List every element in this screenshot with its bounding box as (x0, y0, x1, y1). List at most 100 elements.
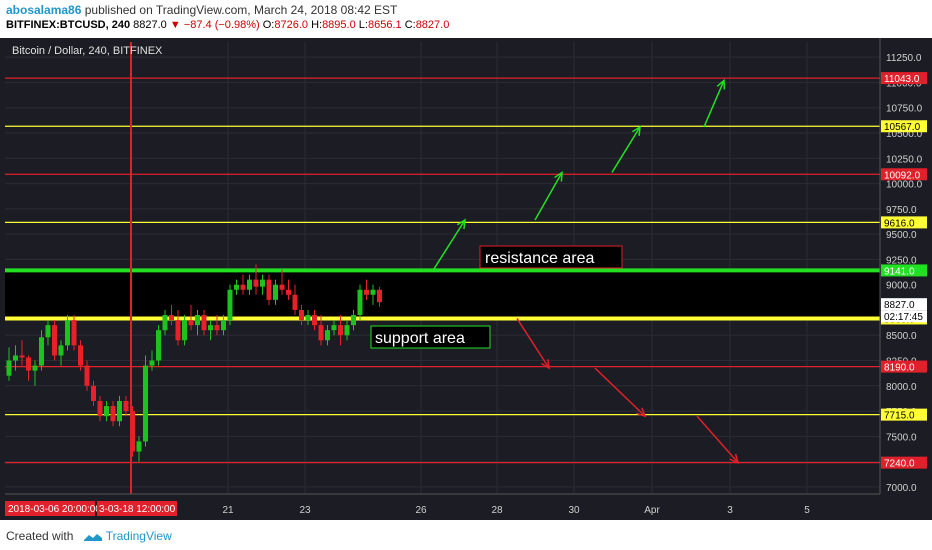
x-tick-label: 26 (415, 505, 427, 516)
low-value: 8656.1 (367, 19, 402, 31)
arrow-up-shaft (611, 126, 641, 173)
candle-body (292, 294, 298, 310)
level-tag-label: 7715.0 (884, 411, 915, 422)
y-tick-label: 10000.0 (886, 180, 923, 191)
arrow-up-shaft (432, 219, 466, 271)
y-tick-label: 11250.0 (886, 53, 922, 64)
candle-body (247, 279, 252, 290)
candle-body (253, 279, 259, 287)
candle-body (377, 289, 382, 303)
candle-body (39, 337, 44, 366)
open-label: O: (262, 19, 275, 31)
level-tag-bg (881, 456, 927, 469)
y-tick-label: 10500.0 (886, 129, 923, 140)
arrow-up-head (554, 170, 563, 182)
candle-body (312, 315, 317, 326)
y-tick-label: 10250.0 (886, 154, 923, 165)
chart-title: Bitcoin / Dollar, 240, BITFINEX (12, 45, 163, 57)
last-price-tag-bg (881, 298, 927, 311)
candle-body (45, 325, 51, 338)
chart-frame[interactable]: Bitcoin / Dollar, 240, BITFINEX resistan… (0, 38, 932, 520)
level-tag-bg (881, 216, 927, 229)
level-tag-label: 9141.0 (884, 266, 915, 277)
candle-body (357, 289, 363, 316)
candle-body (13, 355, 18, 361)
x-tick-label: 3 (727, 505, 733, 516)
created-with-label: Created with (6, 529, 74, 543)
tradingview-link[interactable]: TradingView (105, 529, 172, 543)
level-tag-bg (881, 408, 927, 421)
candle-body (162, 315, 168, 331)
candle-body (136, 441, 142, 452)
candle-body (364, 289, 369, 295)
arrow-down-head (636, 407, 647, 418)
candle-body (58, 345, 64, 356)
candle-body (143, 365, 148, 442)
resistance-label: resistance area (485, 250, 594, 267)
candle-body (71, 320, 77, 346)
level-tag-label: 10092.0 (884, 170, 921, 181)
countdown-tag: 02:17:45 (884, 312, 923, 323)
candle-body (175, 320, 181, 341)
candle-body (117, 400, 122, 422)
support-box (370, 325, 491, 349)
candle-body (84, 365, 90, 386)
candle-body (305, 315, 311, 321)
y-tick-label: 7500.0 (886, 432, 917, 443)
candle-body (208, 325, 213, 331)
low-label: L: (358, 19, 368, 31)
arrow-down-shaft (594, 367, 646, 417)
plot-area (5, 42, 879, 494)
price-chart[interactable]: Bitcoin / Dollar, 240, BITFINEX resistan… (0, 38, 932, 520)
countdown-tag-bg (881, 310, 927, 323)
candle-body (123, 400, 129, 412)
candle-body (338, 325, 343, 336)
y-tick-label: 10750.0 (886, 104, 923, 115)
candle-body (240, 284, 246, 290)
arrow-up-shaft (534, 172, 563, 221)
candle-body (234, 284, 239, 290)
open-value: 8726.0 (274, 19, 308, 31)
published-text: published on TradingView.com, March 24, … (81, 3, 398, 17)
high-label: H: (311, 19, 323, 31)
candle-body (286, 289, 291, 295)
last-price-tag: 8827.0 (884, 300, 915, 311)
candle-body (91, 385, 96, 401)
close-label: C: (404, 19, 416, 31)
candle-body (156, 330, 161, 361)
price-axis-labels: 7000.07250.07500.07750.08000.08250.08500… (881, 53, 927, 494)
price-axis[interactable] (880, 38, 932, 520)
tradingview-logo-icon (83, 533, 102, 541)
arrow-up-head (716, 78, 726, 90)
level-tag-label: 11043.0 (884, 74, 920, 85)
last-price: 8827.0 (133, 19, 167, 31)
high-value: 8895.0 (322, 19, 356, 31)
level-tag-bg (881, 168, 927, 181)
candle-body (260, 279, 265, 287)
author-link[interactable]: abosalama86 (6, 3, 82, 17)
footer: Created with TradingView (0, 520, 932, 550)
y-tick-label: 9750.0 (886, 205, 917, 216)
candle-body (370, 289, 376, 295)
down-triangle-icon: ▼ (169, 19, 181, 31)
level-tag-bg (881, 360, 927, 373)
candle-body (195, 315, 200, 326)
candle-body (299, 309, 304, 321)
candle-body (130, 411, 135, 452)
time-label-left: 2018-03-06 20:00:00 (8, 504, 101, 515)
x-tick-label: Apr (644, 505, 660, 516)
candle-body (78, 345, 83, 366)
arrow-down-head (540, 359, 550, 370)
level-tag-bg (881, 120, 927, 133)
candle-body (110, 406, 116, 422)
time-axis-labels: 21 23 26 28 30 Apr 3 5 (222, 505, 810, 516)
candle-body (351, 315, 356, 326)
candle-body (214, 325, 220, 331)
publish-info: abosalama86 published on TradingView.com… (6, 3, 397, 17)
candle-body (273, 284, 278, 300)
candle-body (318, 325, 324, 341)
x-tick-label: 21 (222, 505, 234, 516)
candle-body (182, 320, 187, 341)
candlesticks (6, 264, 382, 462)
arrow-down-head (729, 453, 740, 464)
